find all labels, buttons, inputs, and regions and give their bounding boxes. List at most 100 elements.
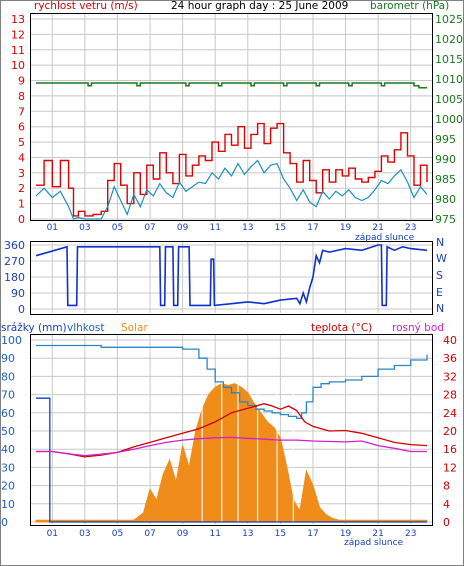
compass-label: N (436, 236, 444, 249)
wind-x-tick: 19 (340, 223, 352, 233)
solar-axis-label: Solar (121, 322, 148, 334)
wind-x-tick: 09 (177, 223, 189, 233)
temperature-y-tick: 8 (443, 480, 450, 493)
barometer-y-tick: 990 (435, 153, 456, 166)
wind-y-tick: 1 (18, 198, 25, 211)
wind-y-tick: 0 (18, 213, 25, 226)
wind-y-tick: 5 (18, 136, 25, 149)
wind-y-tick: 3 (18, 167, 25, 180)
wind-x-tick: 05 (112, 223, 123, 233)
climate-x-tick: 03 (79, 529, 90, 539)
temperature-axis-label: teplota (°C) (311, 322, 372, 334)
barometer-y-tick: 1025 (435, 13, 463, 26)
climate-x-tick: 23 (405, 529, 416, 539)
temperature-y-tick: 12 (443, 461, 457, 474)
wind-direction-line (35, 244, 428, 307)
compass-label: W (436, 252, 447, 265)
rain-axis-label: srážky (mm) (1, 322, 67, 334)
barometer-y-tick: 1000 (435, 113, 463, 126)
temperature-y-tick: 40 (443, 334, 457, 347)
humidity-y-tick: 80 (1, 370, 15, 383)
barometer-axis-label: barometr (hPa) (370, 0, 449, 12)
compass-label: E (436, 286, 443, 299)
temperature-y-tick: 16 (443, 443, 457, 456)
direction-y-tick: 360 (4, 239, 25, 252)
barometer-y-tick: 1020 (435, 33, 463, 46)
barometer-y-tick: 975 (435, 213, 456, 226)
wind-pressure-panel: 0123456789101112139759809859909951000100… (11, 13, 463, 233)
wind-x-tick: 07 (144, 223, 155, 233)
temperature-y-tick: 20 (443, 425, 457, 438)
climate-x-tick: 05 (112, 529, 123, 539)
wind-x-tick: 01 (47, 223, 58, 233)
climate-x-tick: 13 (242, 529, 253, 539)
compass-label: S (436, 269, 443, 282)
wind-y-tick: 4 (18, 151, 25, 164)
humidity-y-tick: 70 (1, 389, 15, 402)
barometer-y-tick: 995 (435, 133, 456, 146)
temperature-y-tick: 24 (443, 407, 457, 420)
climate-x-tick: 21 (372, 529, 383, 539)
climate-x-tick: 19 (340, 529, 352, 539)
humidity-axis-label: vlhkost (67, 322, 105, 334)
compass-label: N (436, 302, 444, 315)
climate-x-tick: 17 (307, 529, 318, 539)
wind-x-tick: 23 (405, 223, 416, 233)
wind-frame (30, 13, 433, 221)
wind-gust-line (36, 122, 428, 217)
wind-y-tick: 10 (11, 59, 25, 72)
direction-y-tick: 90 (11, 287, 25, 300)
temperature-humidity-panel: 0102030405060708090100048121620242832364… (1, 334, 457, 539)
dewpoint-line (36, 436, 427, 457)
wind-y-tick: 8 (18, 90, 25, 103)
barometer-y-tick: 1010 (435, 73, 463, 86)
climate-x-tick: 15 (275, 529, 286, 539)
humidity-y-tick: 90 (1, 352, 15, 365)
sunset-label-bottom: západ slunce (344, 538, 404, 548)
direction-y-tick: 0 (18, 303, 25, 316)
sunset-label-top: západ slunce (355, 233, 415, 243)
barometer-y-tick: 1005 (435, 93, 463, 106)
dewpoint-axis-label: rosný bod (392, 322, 444, 334)
climate-x-tick: 11 (209, 529, 220, 539)
humidity-y-tick: 20 (1, 480, 15, 493)
wind-axis-label: rychlost vetru (m/s) (34, 0, 138, 12)
temperature-y-tick: 32 (443, 370, 457, 383)
temperature-y-tick: 28 (443, 389, 457, 402)
humidity-y-tick: 100 (1, 334, 22, 347)
direction-frame (30, 241, 433, 315)
wind-x-tick: 03 (79, 223, 90, 233)
wind-x-tick: 11 (209, 223, 220, 233)
temperature-y-tick: 0 (443, 516, 450, 529)
wind-y-tick: 2 (18, 182, 25, 195)
rain-line (36, 397, 427, 523)
wind-x-tick: 15 (275, 223, 286, 233)
barometer-y-tick: 985 (435, 173, 456, 186)
direction-y-tick: 180 (4, 271, 25, 284)
chart-title: 24 hour graph day : 25 June 2009 (171, 0, 348, 12)
humidity-y-tick: 50 (1, 425, 15, 438)
wind-x-tick: 21 (372, 223, 383, 233)
climate-x-tick: 07 (144, 529, 155, 539)
climate-x-tick: 09 (177, 529, 189, 539)
barometer-line (36, 82, 427, 89)
humidity-line (36, 344, 428, 419)
wind-y-tick: 6 (18, 121, 25, 134)
humidity-y-tick: 30 (1, 461, 15, 474)
humidity-y-tick: 0 (1, 516, 8, 529)
climate-x-tick: 01 (47, 529, 58, 539)
temperature-y-tick: 4 (443, 498, 450, 511)
wind-y-tick: 11 (11, 44, 25, 57)
wind-y-tick: 7 (18, 105, 25, 118)
wind-y-tick: 9 (18, 75, 25, 88)
wind-y-tick: 13 (11, 13, 25, 26)
barometer-y-tick: 1015 (435, 53, 463, 66)
temperature-y-tick: 36 (443, 352, 457, 365)
wind-x-tick: 17 (307, 223, 318, 233)
humidity-y-tick: 10 (1, 498, 15, 511)
wind-x-tick: 13 (242, 223, 253, 233)
humidity-y-tick: 40 (1, 443, 15, 456)
wind-average-line (35, 159, 428, 220)
solar-area (35, 383, 428, 523)
